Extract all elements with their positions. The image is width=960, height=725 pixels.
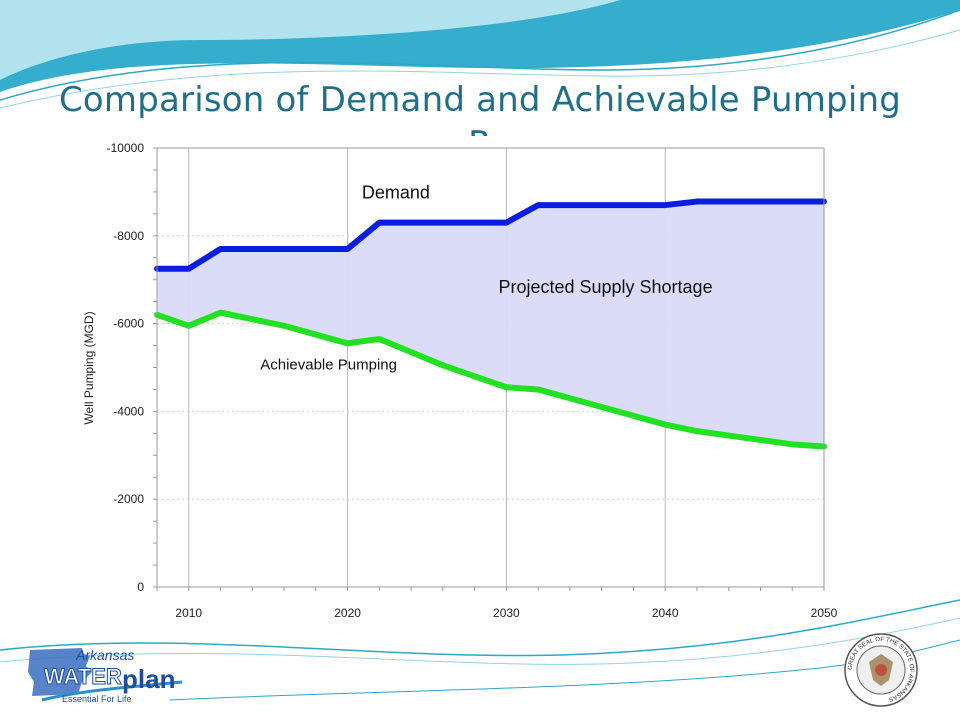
arkansas-water-plan-logo: Arkansas WATER plan Essential For Life <box>28 647 183 704</box>
series-line-demand <box>154 198 827 272</box>
logo-map-shape <box>28 648 92 696</box>
achievable-pumping-label: Achievable Pumping <box>260 357 397 374</box>
bottom-wave-line-2 <box>0 617 960 665</box>
slide-title: Comparison of Demand and Achievable Pump… <box>0 80 960 136</box>
y-tick-label: 0 <box>137 580 144 594</box>
y-tick-label: -6000 <box>113 317 144 331</box>
series-layer <box>154 198 827 450</box>
x-tick-label: 2030 <box>493 606 520 620</box>
state-seal: GREAT SEAL OF THE STATE OF ARKANSAS <box>844 633 918 707</box>
logo-plan: plan <box>122 664 175 694</box>
title-second-line: R <box>0 124 960 136</box>
x-tick-label: 2020 <box>334 606 361 620</box>
top-wave-light <box>0 0 620 80</box>
x-tick-label: 2040 <box>652 606 679 620</box>
logo-tagline: Essential For Life <box>62 694 132 704</box>
y-axis-label: Well Pumping (MGD) <box>82 311 96 424</box>
demand-label: Demand <box>362 182 430 202</box>
supply-shortage-area <box>157 201 824 447</box>
top-wave-line-2 <box>0 29 960 109</box>
top-wave-line-1 <box>0 9 960 101</box>
title-area: Comparison of Demand and Achievable Pump… <box>0 78 960 136</box>
y-tick-label: -4000 <box>113 404 144 418</box>
y-tick-label: -8000 <box>113 229 144 243</box>
logo-line1: Arkansas <box>75 647 134 663</box>
fill-layer <box>157 201 824 447</box>
logo-swoosh <box>41 680 183 702</box>
x-tick-label: 2010 <box>175 606 202 620</box>
projected-supply-shortage-label: Projected Supply Shortage <box>498 277 712 297</box>
y-tick-label: -10000 <box>107 141 145 155</box>
axis-layer <box>153 147 825 591</box>
x-tick-label: 2050 <box>811 606 838 620</box>
label-layer: -10000 -8000 -6000 -4000 -2000 0 2010 2020 2030 2… <box>82 141 838 620</box>
bottom-wave-line-1 <box>0 599 960 657</box>
logo-water: WATER <box>44 664 122 689</box>
y-tick-label: -2000 <box>113 492 144 506</box>
series-line-achievable-pumping <box>154 309 827 450</box>
